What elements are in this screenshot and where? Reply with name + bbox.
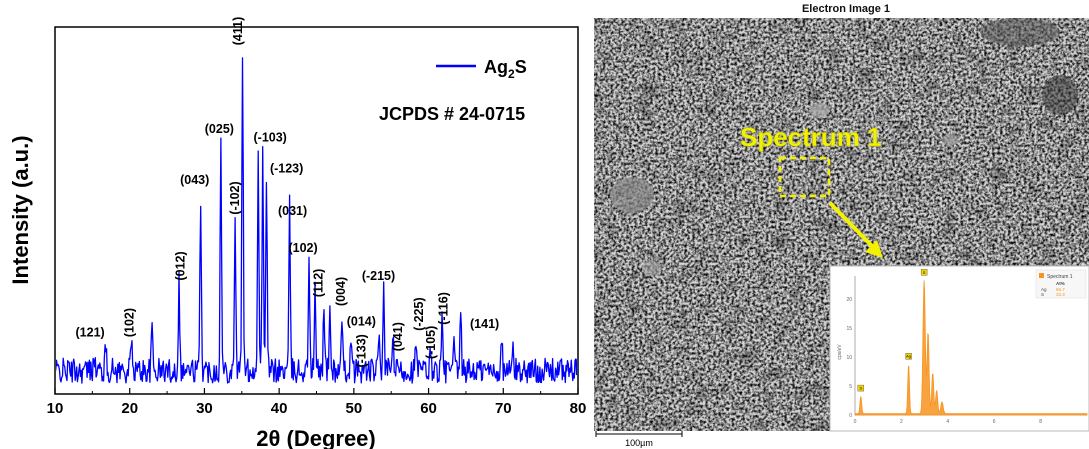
- peak-label: (121): [76, 326, 105, 340]
- peak-label: (-103): [254, 130, 287, 144]
- eds-legend-el-ag: Ag: [1041, 287, 1047, 292]
- peak-label: (-102): [228, 181, 242, 214]
- legend-label: Ag2S: [484, 57, 527, 81]
- eds-peak-marker: [920, 269, 928, 276]
- peak-label: (-105): [424, 326, 438, 359]
- peak-label: (043): [180, 173, 209, 187]
- sem-title: Electron Image 1: [802, 3, 890, 15]
- spectrum-label: Spectrum 1: [740, 122, 882, 152]
- y-axis-label: Intensity (a.u.): [8, 135, 33, 284]
- xrd-chart: 10 20 30 40 50 60 70 80 (121) (102) (012) (043) (02…: [8, 17, 587, 449]
- eds-legend-box: [1035, 269, 1087, 299]
- peak-label: (141): [470, 317, 499, 331]
- x-axis-ticks: 10 20 30 40 50 60 70 80: [47, 388, 587, 417]
- x-tick-label: 70: [495, 400, 512, 417]
- peak-label: (102): [123, 308, 137, 337]
- eds-peak-label: S: [859, 386, 862, 391]
- peak-label: (-133): [354, 334, 368, 367]
- peak-label: (-116): [437, 292, 451, 325]
- callout-arrow-line: [828, 201, 874, 248]
- eds-x-tick-label: 4: [946, 419, 949, 425]
- x-tick-label: 20: [121, 400, 138, 417]
- scale-bar-label: 100µm: [625, 438, 653, 448]
- eds-legend-label: Spectrum 1: [1047, 274, 1073, 280]
- eds-legend-swatch: [1039, 273, 1044, 278]
- eds-y-axis-label: cps/eV: [837, 344, 843, 360]
- eds-y-tick-label: 0: [849, 413, 852, 419]
- eds-spectrum-line: [854, 280, 1088, 416]
- eds-x-tick-label: 8: [1039, 419, 1042, 425]
- eds-y-tick-label: 15: [846, 326, 852, 332]
- eds-y-tick-label: 20: [846, 297, 852, 303]
- eds-legend-val-ag: 66.7: [1056, 287, 1065, 292]
- eds-legend-val-s: 33.3: [1056, 292, 1065, 297]
- eds-legend-header: At%: [1056, 281, 1065, 286]
- x-tick-label: 40: [271, 400, 288, 417]
- eds-y-tick-label: 10: [846, 355, 852, 361]
- eds-peak-marker: [905, 353, 912, 360]
- peak-label: (-225): [412, 297, 426, 330]
- x-tick-label: 30: [196, 400, 213, 417]
- x-tick-label: 50: [346, 400, 363, 417]
- reference-text: JCPDS # 24-0715: [379, 104, 525, 124]
- eds-y-tick-label: 5: [849, 384, 852, 390]
- eds-x-tick-label: 2: [900, 419, 903, 425]
- spectrum-selection-box: [778, 156, 831, 198]
- peak-label: (102): [288, 241, 317, 255]
- x-tick-label: 60: [420, 400, 437, 417]
- peak-label: (-123): [270, 162, 303, 176]
- peak-label: (031): [278, 204, 307, 218]
- eds-peak-label: Ag: [906, 354, 911, 359]
- x-tick-label: 10: [47, 400, 64, 417]
- peak-label: (004): [334, 277, 348, 306]
- peak-annotations: (121) (102) (012) (043) (025) (-102) (411) (-10…: [76, 17, 500, 368]
- eds-x-tick-label: 0: [854, 419, 857, 425]
- eds-peak-marker: [857, 384, 864, 392]
- callout-arrow-head: [865, 240, 883, 258]
- peak-label: (112): [312, 269, 326, 298]
- x-axis-label: 2θ (Degree): [256, 426, 376, 449]
- eds-legend-el-s: S: [1041, 292, 1044, 297]
- peak-label: (012): [174, 251, 188, 280]
- x-tick-label: 80: [570, 400, 587, 417]
- sem-panel: Electron Image 1 Spectrum 1 100µm 0 5 10 15…: [594, 3, 1089, 448]
- peak-label: (014): [347, 314, 376, 328]
- peak-label: (-215): [362, 269, 395, 283]
- eds-peak-label: S: [923, 270, 926, 275]
- eds-peak-labels: S Ag S: [857, 269, 928, 392]
- eds-legend: Spectrum 1 At% Ag 66.7 S 33.3: [1035, 269, 1087, 299]
- eds-x-tick-label: 6: [993, 419, 996, 425]
- peak-label: (041): [391, 322, 405, 351]
- peak-label: (411): [231, 17, 245, 46]
- eds-axis-ticks: 0 5 10 15 20 0 2 4 6 8: [846, 297, 1042, 425]
- ag2s-series-line: [56, 57, 577, 384]
- peak-label: (025): [205, 122, 234, 136]
